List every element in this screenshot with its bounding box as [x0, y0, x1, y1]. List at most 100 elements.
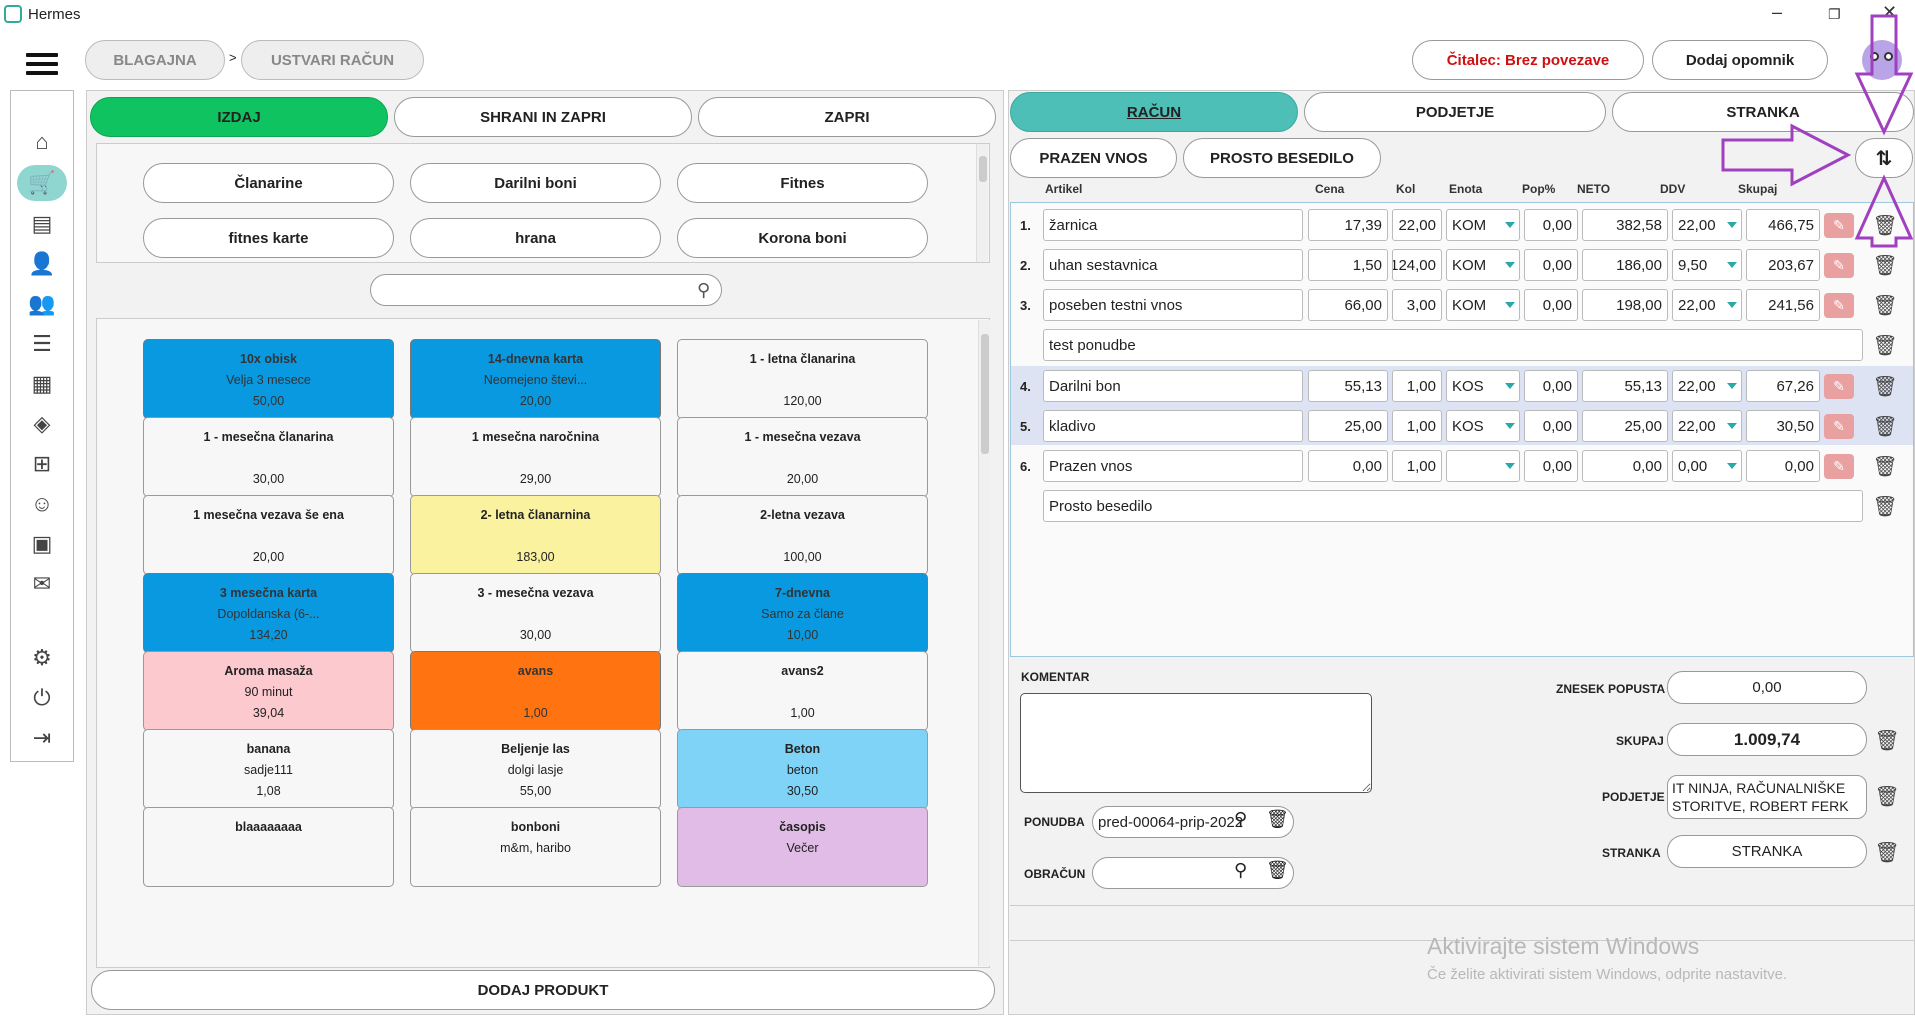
cell-net[interactable]: 25,00 [1582, 410, 1668, 442]
cell-unit[interactable] [1446, 450, 1520, 482]
cell-price[interactable]: 66,00 [1308, 289, 1388, 321]
trash-icon[interactable]: 🗑 [1872, 254, 1898, 277]
cell-qty[interactable]: 1,00 [1392, 410, 1442, 442]
cell-vat[interactable]: 22,00 [1672, 289, 1742, 321]
free-text-button[interactable]: PROSTO BESEDILO [1183, 138, 1381, 178]
chevron-down-icon[interactable] [1727, 423, 1737, 429]
cell-unit[interactable]: KOS [1446, 370, 1520, 402]
minimize-icon[interactable]: – [1772, 2, 1783, 22]
chevron-down-icon[interactable] [1727, 262, 1737, 268]
invoice-field[interactable] [1092, 857, 1294, 889]
edit-icon[interactable]: ✎ [1824, 454, 1854, 479]
cell-total[interactable]: 203,67 [1746, 249, 1820, 281]
cell-net[interactable]: 382,58 [1582, 209, 1668, 241]
trash-icon[interactable]: 🗑 [1872, 455, 1898, 478]
users-icon[interactable]: 👥 [28, 291, 56, 316]
trash-icon[interactable]: 🗑 [1874, 729, 1900, 752]
product-tile[interactable]: 1 mesečna vezava še ena 20,00 [143, 495, 394, 575]
chevron-down-icon[interactable] [1727, 383, 1737, 389]
product-tile[interactable]: 14-dnevna karta Neomejeno števi... 20,00 [410, 339, 661, 419]
list-icon[interactable]: ☰ [32, 331, 52, 356]
search-icon[interactable]: ⚲ [1234, 809, 1248, 829]
menu-icon[interactable] [26, 53, 58, 77]
briefcase-icon[interactable]: ▣ [31, 531, 53, 556]
cell-price[interactable]: 55,13 [1308, 370, 1388, 402]
trash-icon[interactable]: 🗑 [1872, 415, 1898, 438]
empty-entry-button[interactable]: PRAZEN VNOS [1010, 138, 1177, 178]
breadcrumb-ustvari-racun[interactable]: USTVARI RAČUN [241, 40, 424, 80]
company-field[interactable]: IT NINJA, RAČUNALNIŠKE STORITVE, ROBERT … [1667, 775, 1867, 819]
chevron-down-icon[interactable] [1505, 222, 1515, 228]
cell-price[interactable]: 0,00 [1308, 450, 1388, 482]
trash-icon[interactable]: 🗑 [1874, 841, 1900, 864]
product-tile[interactable]: banana sadje111 1,08 [143, 729, 394, 809]
cell-net[interactable]: 186,00 [1582, 249, 1668, 281]
cell-disc[interactable]: 0,00 [1524, 410, 1578, 442]
edit-icon[interactable]: ✎ [1824, 213, 1854, 238]
trash-icon[interactable]: 🗑 [1872, 214, 1898, 237]
product-tile[interactable]: 2- letna članarnina 183,00 [410, 495, 661, 575]
search-icon[interactable]: ⚲ [1234, 860, 1248, 880]
cell-vat[interactable]: 9,50 [1672, 249, 1742, 281]
product-tile[interactable]: Beton beton 30,50 [677, 729, 928, 809]
restore-icon[interactable]: ❐ [1828, 6, 1841, 22]
cell-price[interactable]: 25,00 [1308, 410, 1388, 442]
cell-article[interactable]: uhan sestavnica [1043, 249, 1303, 281]
cell-qty[interactable]: 3,00 [1392, 289, 1442, 321]
power-icon[interactable]: ⏻ [33, 685, 51, 710]
trash-icon[interactable]: 🗑 [1872, 375, 1898, 398]
cell-vat[interactable]: 22,00 [1672, 209, 1742, 241]
category-fitnes[interactable]: Fitnes [677, 163, 928, 203]
category-darilni-boni[interactable]: Darilni boni [410, 163, 661, 203]
calendar-icon[interactable]: ▦ [31, 371, 53, 396]
cell-price[interactable]: 1,50 [1308, 249, 1388, 281]
chevron-down-icon[interactable] [1505, 463, 1515, 469]
add-product-button[interactable]: DODAJ PRODUKT [91, 970, 995, 1010]
chevron-down-icon[interactable] [1505, 383, 1515, 389]
document-icon[interactable]: ▤ [31, 211, 53, 236]
trash-icon[interactable]: 🗑 [1872, 294, 1898, 317]
product-tile[interactable]: 1 - letna članarina 120,00 [677, 339, 928, 419]
user-icon[interactable]: 👤 [28, 251, 56, 276]
cell-unit[interactable]: KOM [1446, 289, 1520, 321]
cell-total[interactable]: 30,50 [1746, 410, 1820, 442]
product-tile[interactable]: časopis Večer [677, 807, 928, 887]
product-tile[interactable]: 3 - mesečna vezava 30,00 [410, 573, 661, 653]
cell-disc[interactable]: 0,00 [1524, 450, 1578, 482]
cell-total[interactable]: 466,75 [1746, 209, 1820, 241]
cell-vat[interactable]: 0,00 [1672, 450, 1742, 482]
cell-vat[interactable]: 22,00 [1672, 370, 1742, 402]
text-row[interactable]: test ponudbe [1043, 329, 1863, 361]
add-reminder-button[interactable]: Dodaj opomnik [1652, 40, 1828, 80]
cell-article[interactable]: Prazen vnos [1043, 450, 1303, 482]
close-button[interactable]: ZAPRI [698, 97, 996, 137]
cell-total[interactable]: 241,56 [1746, 289, 1820, 321]
cell-vat[interactable]: 22,00 [1672, 410, 1742, 442]
tab-podjetje[interactable]: PODJETJE [1304, 92, 1606, 132]
category-scrollbar[interactable] [976, 144, 988, 262]
product-tile[interactable]: 1 - mesečna članarina 30,00 [143, 417, 394, 497]
cell-article[interactable]: kladivo [1043, 410, 1303, 442]
cell-article[interactable]: poseben testni vnos [1043, 289, 1303, 321]
save-close-button[interactable]: SHRANI IN ZAPRI [394, 97, 692, 137]
edit-icon[interactable]: ✎ [1824, 293, 1854, 318]
chevron-down-icon[interactable] [1727, 463, 1737, 469]
chevron-down-icon[interactable] [1727, 222, 1737, 228]
discount-field[interactable]: 0,00 [1667, 671, 1867, 704]
cell-disc[interactable]: 0,00 [1524, 289, 1578, 321]
chevron-down-icon[interactable] [1505, 302, 1515, 308]
cart-icon[interactable]: 🛒 [17, 165, 67, 201]
cell-qty[interactable]: 124,00 [1392, 249, 1442, 281]
product-tile[interactable]: avans2 1,00 [677, 651, 928, 731]
cell-unit[interactable]: KOM [1446, 209, 1520, 241]
customer-field[interactable]: STRANKA [1667, 835, 1867, 868]
cell-net[interactable]: 198,00 [1582, 289, 1668, 321]
chevron-down-icon[interactable] [1505, 423, 1515, 429]
product-tile[interactable]: 7-dnevna Samo za člane 10,00 [677, 573, 928, 653]
chevron-down-icon[interactable] [1727, 302, 1737, 308]
text-row[interactable]: Prosto besedilo [1043, 490, 1863, 522]
search-icon[interactable]: ⚲ [697, 280, 711, 300]
logout-icon[interactable]: ⇥ [32, 725, 52, 750]
cell-unit[interactable]: KOM [1446, 249, 1520, 281]
cell-disc[interactable]: 0,00 [1524, 249, 1578, 281]
